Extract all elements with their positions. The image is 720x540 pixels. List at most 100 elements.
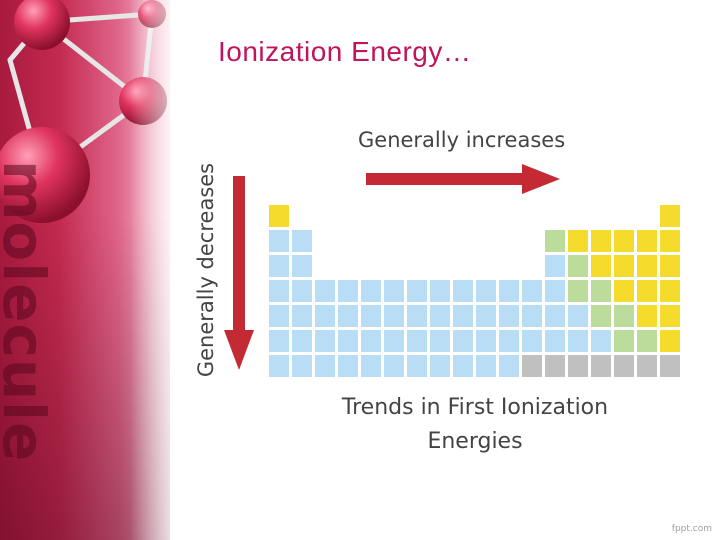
element-cell-nonmetal [567,229,589,253]
element-cell-nonmetal [659,304,681,328]
element-cell-metal [383,354,405,378]
element-cell-nonmetal [659,229,681,253]
element-cell-metal [498,279,520,303]
element-cell-nonmetal [636,304,658,328]
element-cell-metal [314,354,336,378]
band-fade [130,0,190,540]
element-cell-metal [452,329,474,353]
element-cell-metal [291,329,313,353]
element-cell-metal [291,279,313,303]
element-cell-metal [452,279,474,303]
element-cell-lanthanide_row [590,354,612,378]
element-cell-metal [360,304,382,328]
caption-line-2: Energies [427,429,523,454]
element-cell-metal [521,279,543,303]
element-cell-metal [291,254,313,278]
element-cell-metal [268,279,290,303]
element-cell-metal [268,329,290,353]
element-cell-lanthanide_row [613,354,635,378]
element-cell-metal [544,329,566,353]
element-cell-nonmetal [613,279,635,303]
element-cell-metal [521,304,543,328]
element-cell-lanthanide_row [636,354,658,378]
element-cell-nonmetal [268,204,290,228]
element-cell-metal [498,329,520,353]
element-cell-metal [429,354,451,378]
element-cell-metal [268,229,290,253]
element-cell-nonmetal [659,254,681,278]
element-cell-metal [383,304,405,328]
element-cell-metal [291,229,313,253]
element-cell-metal [544,304,566,328]
element-cell-metal [544,279,566,303]
element-cell-metalloid [590,304,612,328]
element-cell-nonmetal [636,279,658,303]
element-cell-metal [314,329,336,353]
element-cell-metal [498,354,520,378]
element-cell-metal [337,329,359,353]
element-cell-nonmetal [636,229,658,253]
element-cell-lanthanide_row [659,354,681,378]
element-cell-nonmetal [590,229,612,253]
element-cell-metal [406,354,428,378]
element-cell-nonmetal [590,254,612,278]
element-cell-metal [383,279,405,303]
element-cell-metalloid [544,229,566,253]
element-cell-metal [291,304,313,328]
element-cell-nonmetal [659,204,681,228]
slide-title: Ionization Energy… [218,36,472,67]
element-cell-metalloid [567,279,589,303]
element-cell-metal [337,304,359,328]
element-cell-metal [429,304,451,328]
element-cell-metal [429,279,451,303]
element-cell-metal [406,279,428,303]
molecule-atom [0,127,90,223]
element-cell-metal [337,354,359,378]
element-cell-metal [475,279,497,303]
element-cell-nonmetal [613,254,635,278]
element-cell-metalloid [636,329,658,353]
caption-line-1: Trends in First Ionization [341,395,609,420]
element-cell-metal [452,354,474,378]
element-cell-metal [521,329,543,353]
right-arrow-icon [366,164,560,194]
element-cell-metal [268,304,290,328]
element-cell-metal [268,354,290,378]
element-cell-metal [360,329,382,353]
element-cell-metalloid [567,254,589,278]
down-arrow-shaft [233,176,245,338]
element-cell-metal [268,254,290,278]
element-cell-metal [475,329,497,353]
element-cell-metal [314,279,336,303]
element-cell-metal [475,304,497,328]
element-cell-lanthanide_row [567,354,589,378]
element-cell-nonmetal [636,254,658,278]
element-cell-metal [406,329,428,353]
element-cell-metal [567,329,589,353]
molecule-atom [14,0,70,50]
element-cell-metal [314,304,336,328]
right-arrow-shaft [366,173,530,185]
element-cell-metal [544,254,566,278]
element-cell-metal [360,279,382,303]
element-cell-metalloid [613,304,635,328]
down-arrow-icon [224,176,254,370]
vertical-trend-label: Generally decreases [194,162,218,378]
diagram-caption: Trends in First Ionization Energies [318,391,632,459]
element-cell-nonmetal [659,279,681,303]
element-cell-lanthanide_row [544,354,566,378]
horizontal-trend-label: Generally increases [358,128,566,152]
element-cell-metalloid [590,279,612,303]
element-cell-metal [337,279,359,303]
molecule-watermark: molecule [0,160,58,463]
element-cell-metal [498,304,520,328]
element-cell-metal [429,329,451,353]
element-cell-metalloid [613,329,635,353]
periodic-table [268,204,682,380]
element-cell-metal [406,304,428,328]
element-cell-metal [360,354,382,378]
element-cell-metal [475,354,497,378]
element-cell-metal [452,304,474,328]
element-cell-metal [291,354,313,378]
